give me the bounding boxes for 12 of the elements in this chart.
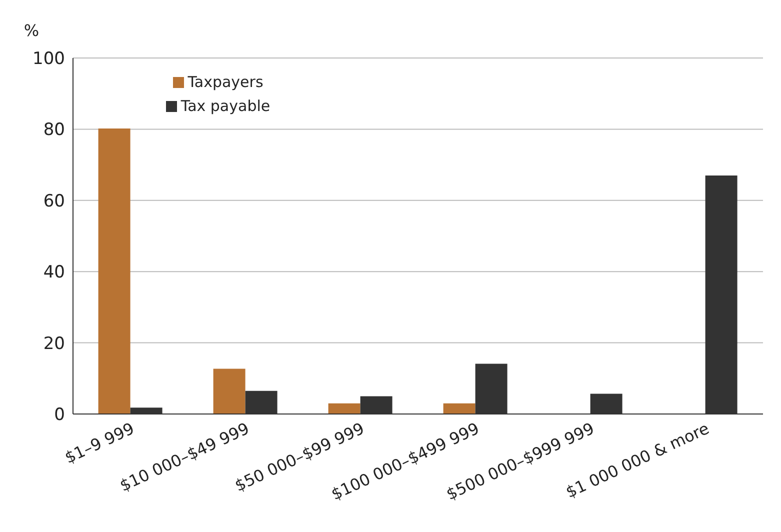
y-axis-title: %: [24, 21, 40, 40]
bar: [328, 403, 360, 414]
y-tick-label: 40: [43, 262, 65, 283]
bar: [213, 368, 246, 414]
legend-label: Taxpayers: [188, 73, 264, 91]
y-tick-label: 100: [32, 49, 65, 70]
legend-label: Tax payable: [180, 97, 270, 115]
y-tick-label: 20: [43, 334, 65, 354]
bar: [98, 128, 130, 414]
bar: [443, 403, 476, 414]
y-tick-label: 60: [43, 191, 65, 212]
y-tick-label: 80: [43, 120, 65, 140]
